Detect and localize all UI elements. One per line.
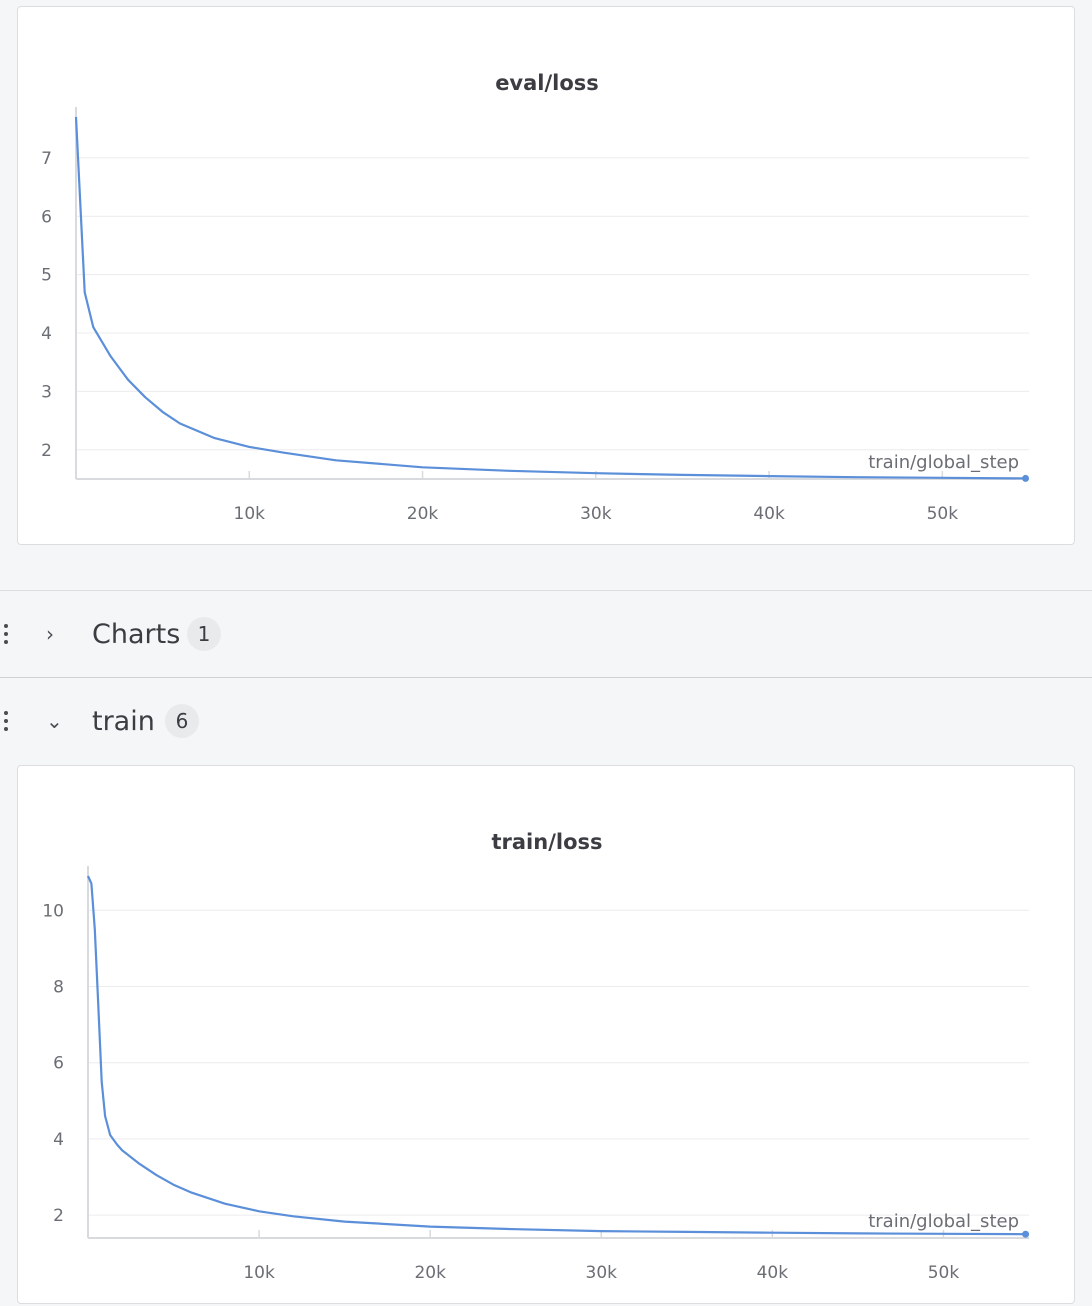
chart-title: eval/loss [495,71,599,95]
x-tick-label: 50k [928,1263,960,1283]
x-tick-label: 30k [580,504,612,524]
x-axis-label: train/global_step [868,452,1019,473]
y-tick-label: 4 [53,1130,64,1150]
section-title: Charts [92,618,181,650]
y-tick-label: 2 [53,1206,64,1226]
series-line [86,875,1026,1236]
train-loss-chart: train/loss 2 4 6 8 10 10k 20k 30k 40k 50k train/g… [42,830,1030,1283]
x-tick-label: 50k [927,504,959,524]
y-tick-label: 7 [41,149,52,169]
chart-title: train/loss [491,830,602,854]
chevron-down-icon[interactable]: ⌄ [46,709,63,733]
drag-handle-icon[interactable] [4,711,12,731]
x-tick-label: 40k [753,504,785,524]
x-tick-label: 10k [243,1263,275,1283]
eval-loss-chart: eval/loss 2 3 4 5 6 7 10k 20k 30k 40k 50k train/gl… [41,71,1030,524]
chevron-right-icon[interactable]: › [46,622,54,646]
section-title: train [92,705,155,737]
x-tick-label: 40k [757,1263,789,1283]
count-badge: 6 [165,704,199,738]
x-tick-label: 20k [414,1263,446,1283]
x-tick-label: 20k [407,504,439,524]
y-tick-label: 6 [53,1054,64,1074]
y-tick-label: 10 [42,901,64,921]
series-end-point [1022,474,1030,482]
y-tick-label: 6 [41,207,52,227]
y-tick-label: 4 [41,324,52,344]
y-tick-label: 8 [53,978,64,998]
section-header-train[interactable]: ⌄ train 6 [0,678,1092,764]
series-line [74,116,1026,480]
x-tick-label: 30k [586,1263,618,1283]
x-axis-label: train/global_step [868,1211,1019,1232]
y-tick-label: 3 [41,382,52,402]
drag-handle-icon[interactable] [4,624,12,644]
y-tick-label: 5 [41,266,52,286]
chart-panel-eval-loss[interactable]: eval/loss 2 3 4 5 6 7 10k 20k 30k 40k 50k train/gl… [17,6,1075,545]
y-tick-label: 2 [41,441,52,461]
series-end-point [1022,1230,1030,1238]
section-header-charts[interactable]: › Charts 1 [0,590,1092,678]
count-badge: 1 [187,617,221,651]
x-tick-label: 10k [234,504,266,524]
chart-panel-train-loss[interactable]: train/loss 2 4 6 8 10 10k 20k 30k 40k 50k train/g… [17,765,1075,1304]
